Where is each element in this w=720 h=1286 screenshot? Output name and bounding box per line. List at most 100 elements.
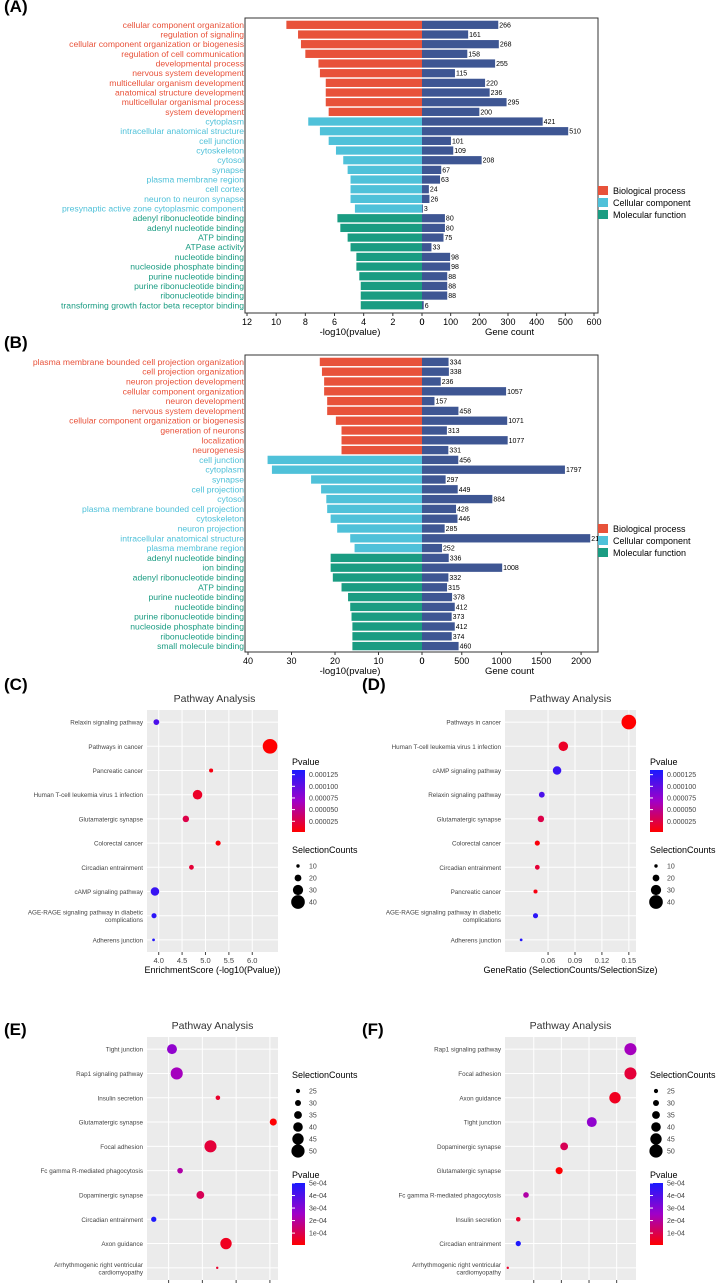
pvalue-bar	[327, 396, 422, 406]
term-label: cellular component organization or bioge…	[69, 416, 244, 426]
term-label: cell junction	[199, 136, 244, 146]
term-label: cellular component organization or bioge…	[69, 39, 244, 49]
count-label: 6	[425, 303, 429, 310]
colorbar-label: 0.000050	[667, 807, 696, 814]
term-label: plasma membrane bounded cell projection	[82, 504, 244, 514]
term-label: ATP binding	[198, 233, 244, 243]
pathway-label: Pancreatic cancer	[93, 768, 143, 775]
count-label: 236	[442, 379, 454, 386]
size-key	[292, 884, 304, 896]
tick-label: 0	[419, 317, 424, 327]
count-bar	[422, 436, 508, 445]
size-key	[649, 1144, 663, 1158]
data-point	[170, 1067, 183, 1080]
colorbar-label: 4e-04	[309, 1193, 327, 1200]
term-label: neuron projection	[178, 524, 245, 534]
chart-title: Pathway Analysis	[172, 1020, 254, 1032]
pvalue-bar	[337, 214, 422, 223]
scatter-chart-C: (C) Pathway Analysis Relaxin signaling pat…	[4, 675, 358, 975]
panel-label: (E)	[4, 1020, 27, 1039]
pvalue-bar	[360, 291, 422, 300]
data-point	[560, 1142, 569, 1151]
term-label: cellular component organization	[123, 386, 245, 396]
pvalue-bar	[311, 475, 422, 484]
pathway-label: Relaxin signaling pathway	[428, 792, 502, 799]
term-label: synapse	[212, 475, 244, 485]
count-bar	[422, 475, 446, 484]
tick-label: 0.09	[568, 956, 583, 965]
count-bar	[422, 117, 543, 126]
count-label: 332	[449, 575, 461, 582]
count-label: 3	[424, 206, 428, 213]
count-label: 33	[432, 245, 440, 252]
legend-swatch	[598, 186, 608, 195]
pvalue-bar	[308, 117, 422, 126]
tick-label: 0.035	[580, 1284, 599, 1286]
size-key	[650, 884, 662, 896]
tick-label: 500	[454, 656, 469, 666]
tick-label: 600	[586, 317, 601, 327]
chart-title: Pathway Analysis	[530, 693, 612, 705]
count-label: 26	[430, 196, 438, 203]
count-bar	[422, 185, 429, 194]
pathway-label: Dopaminergic synapse	[437, 1144, 502, 1151]
term-label: multicellular organismal process	[122, 97, 244, 107]
axis-title-left: -log10(pvalue)	[320, 666, 381, 677]
pathway-label: Adherens junction	[93, 937, 144, 944]
data-point	[204, 1140, 217, 1153]
term-label: plasma membrane bounded cell projection …	[33, 357, 244, 367]
pvalue-bar	[356, 252, 422, 262]
size-label: 30	[667, 888, 675, 895]
pvalue-bar	[305, 49, 422, 58]
count-label: 297	[447, 477, 459, 484]
tick-label: 6.0	[247, 956, 257, 965]
pathway-label: Insulin secretion	[455, 1217, 501, 1224]
term-label: nucleoside phosphate binding	[130, 622, 244, 632]
panel-label: (A)	[4, 0, 28, 16]
colorbar-label: 0.000075	[667, 795, 696, 802]
pvalue-bar	[335, 146, 422, 155]
size-label: 10	[667, 864, 675, 871]
pathway-label: Pathways in cancer	[88, 744, 143, 751]
data-point	[167, 1044, 177, 1055]
term-label: adenyl nucleotide binding	[147, 553, 244, 563]
count-bar	[422, 40, 499, 49]
term-label: adenyl nucleotide binding	[147, 223, 244, 233]
size-key	[652, 1111, 660, 1119]
size-key	[293, 1122, 303, 1132]
count-bar	[422, 30, 469, 39]
colorbar-label: 0.000100	[667, 784, 696, 791]
count-bar	[422, 214, 445, 223]
count-bar	[422, 406, 459, 416]
panel-label: (F)	[362, 1020, 384, 1039]
count-label: 157	[435, 399, 447, 406]
count-bar	[422, 281, 448, 291]
term-label: cytoplasm	[205, 117, 244, 127]
count-label: 88	[448, 293, 456, 300]
count-label: 884	[493, 497, 505, 504]
legend-swatch	[598, 198, 608, 207]
pathway-label: Human T-cell leukemia virus 1 infection	[392, 744, 502, 751]
term-label: cytosol	[217, 155, 244, 165]
scatter-chart-F: (F) Pathway Analysis Rap1 signaling pathwa…	[362, 1020, 716, 1286]
pathway-label: Focal adhesion	[458, 1071, 501, 1078]
legend-label: Molecular function	[613, 210, 686, 220]
pathway-label: Dopaminergic synapse	[79, 1192, 144, 1199]
pvalue-bar	[341, 426, 422, 435]
tick-label: 0	[419, 317, 424, 327]
size-label: 20	[667, 876, 675, 883]
pathway-label: Tight junction	[464, 1120, 502, 1127]
count-bar	[422, 592, 453, 602]
tick-label: 10	[373, 656, 383, 666]
pathway-label: Circadian entrainment	[439, 1241, 501, 1248]
count-bar	[422, 485, 458, 494]
pvalue-bar	[359, 272, 422, 281]
data-point	[152, 938, 155, 942]
count-label: 75	[445, 235, 453, 242]
count-label: 80	[446, 216, 454, 223]
pathway-label: Arrhythmogenic right ventricular cardiomy…	[412, 1262, 502, 1277]
pvalue-bar	[298, 30, 422, 39]
count-bar	[422, 445, 449, 455]
term-label: adenyl ribonucleotide binding	[133, 573, 245, 583]
count-label: 252	[443, 546, 455, 553]
